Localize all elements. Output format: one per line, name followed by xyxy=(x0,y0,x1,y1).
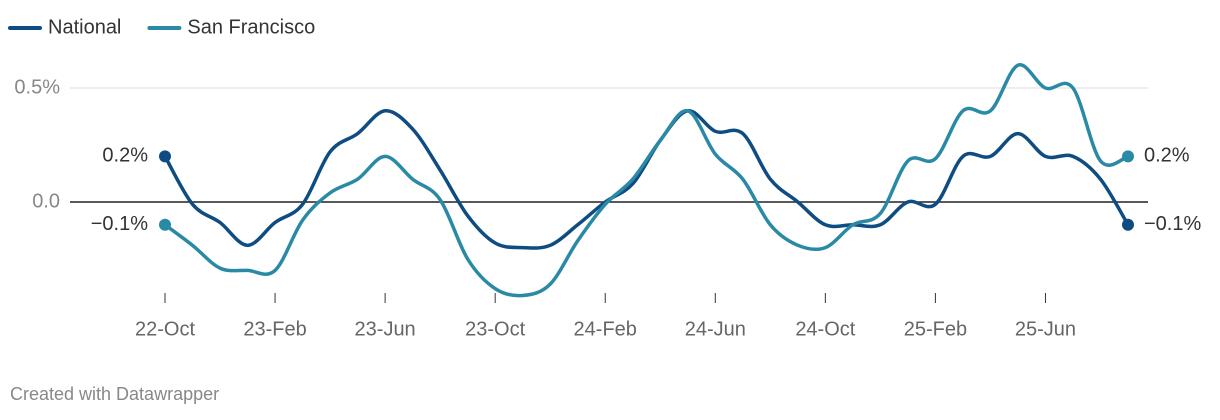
end-dot xyxy=(159,218,171,231)
end-dot xyxy=(1122,218,1134,231)
legend-label: San Francisco xyxy=(187,16,315,38)
x-tick-label: 22-Oct xyxy=(135,318,195,340)
credit: Created with Datawrapper xyxy=(10,384,219,404)
value-label: 0.2% xyxy=(1144,145,1190,167)
series-line xyxy=(163,109,1130,250)
legend-label: National xyxy=(48,16,121,38)
x-tick-label: 25-Jun xyxy=(1015,318,1076,340)
x-tick-label: 25-Feb xyxy=(904,318,967,340)
y-tick-label: 0.5% xyxy=(14,76,60,98)
end-dot xyxy=(159,150,171,163)
value-label: −0.1% xyxy=(91,213,148,235)
x-tick-label: 24-Oct xyxy=(795,318,855,340)
value-label: −0.1% xyxy=(1144,213,1201,235)
series-line xyxy=(163,63,1129,298)
y-tick-label: 0.0 xyxy=(32,190,60,212)
value-label: 0.2% xyxy=(102,145,148,167)
x-tick-label: 23-Feb xyxy=(243,318,306,340)
x-tick-label: 24-Feb xyxy=(574,318,637,340)
x-tick-label: 23-Oct xyxy=(465,318,525,340)
end-dot xyxy=(1122,150,1134,163)
x-tick-label: 24-Jun xyxy=(685,318,746,340)
x-tick-label: 23-Jun xyxy=(355,318,416,340)
